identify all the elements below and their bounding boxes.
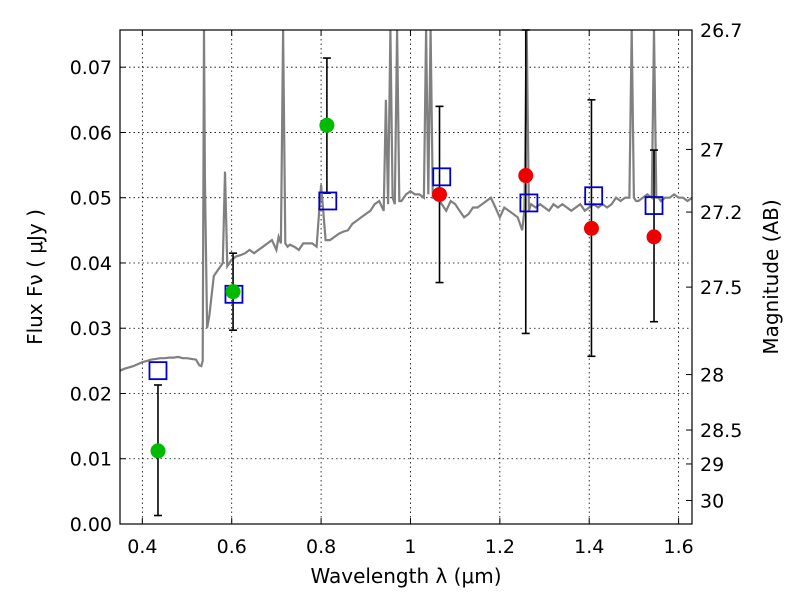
detection-point bbox=[225, 284, 241, 300]
x-tick-label: 1.4 bbox=[574, 536, 604, 558]
spectrum-line bbox=[120, 30, 692, 372]
y-tick-label: 0.03 bbox=[70, 318, 112, 340]
nondetection-point bbox=[646, 229, 662, 245]
model-photometry-square bbox=[644, 196, 664, 215]
right-tick-label: 29 bbox=[700, 454, 724, 476]
y-tick-label: 0.04 bbox=[70, 253, 112, 275]
x-tick-label: 0.6 bbox=[217, 536, 247, 558]
x-axis-label: Wavelength λ (μm) bbox=[310, 564, 501, 588]
x-tick-label: 1.6 bbox=[663, 536, 693, 558]
model-photometry-square bbox=[584, 186, 604, 206]
right-tick-label: 26.7 bbox=[700, 20, 742, 42]
right-tick-label: 28 bbox=[700, 365, 724, 387]
plot-area bbox=[120, 29, 692, 517]
nondetection-point bbox=[432, 186, 448, 202]
y-tick-label: 0.07 bbox=[70, 57, 112, 79]
y-tick-label: 0.01 bbox=[70, 449, 112, 471]
axes: 0.4 0.6 0.8 1 1.2 1.4 1.6 0.00 0.01 0.02 0.03 0.04 0… bbox=[70, 20, 743, 558]
y-axis-label: Flux Fν ( μJy ) bbox=[23, 209, 47, 345]
detection-point bbox=[150, 443, 166, 459]
model-photometry-square bbox=[318, 191, 338, 211]
x-tick-label: 1.2 bbox=[485, 536, 515, 558]
right-tick-label: 30 bbox=[700, 491, 724, 513]
x-tick-label: 0.8 bbox=[306, 536, 336, 558]
nondetection-point bbox=[583, 220, 599, 236]
y-tick-label: 0.02 bbox=[70, 383, 112, 405]
detection-point bbox=[319, 117, 335, 133]
right-tick-label: 27.2 bbox=[700, 202, 742, 224]
plot-frame bbox=[119, 29, 693, 525]
right-tick-label: 27.5 bbox=[700, 277, 742, 299]
model-photometry-square bbox=[148, 361, 168, 381]
nondetection-point bbox=[518, 168, 534, 184]
y-axis-right-label: Magnitude (AB) bbox=[759, 199, 783, 354]
y-tick-label: 0.00 bbox=[70, 514, 112, 536]
x-tick-label: 1 bbox=[404, 536, 416, 558]
x-tick-label: 0.4 bbox=[127, 536, 157, 558]
right-tick-label: 28.5 bbox=[700, 420, 742, 442]
model-photometry-square bbox=[519, 193, 539, 213]
y-tick-label: 0.05 bbox=[70, 188, 112, 210]
model-photometry-square bbox=[432, 167, 452, 187]
right-tick-label: 27 bbox=[700, 139, 724, 161]
y-tick-label: 0.06 bbox=[70, 122, 112, 144]
